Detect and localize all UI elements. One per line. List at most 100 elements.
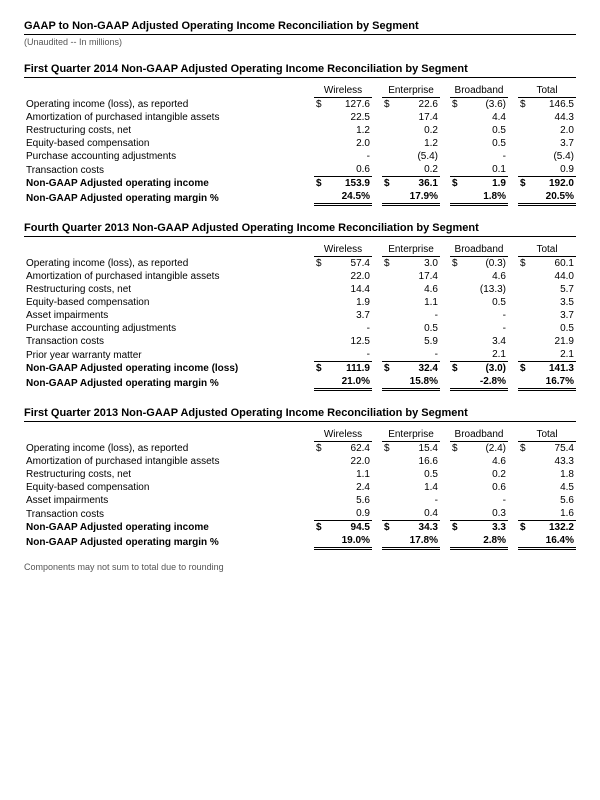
cell-value: 57.4 [326,257,372,271]
cell-value: 0.1 [462,163,508,177]
cell-value: -2.8% [462,375,508,390]
cell-value: 21.0% [326,375,372,390]
row-label: Equity-based compensation [24,296,314,309]
cell-value: 1.8 [530,468,576,481]
main-title: GAAP to Non-GAAP Adjusted Operating Inco… [24,20,576,35]
cell-value: (3.0) [462,362,508,376]
table-row: Non-GAAP Adjusted operating margin % 21.0… [24,375,576,390]
cell-value: 153.9 [326,177,372,191]
reconciliation-table: WirelessEnterpriseBroadbandTotalOperatin… [24,428,576,550]
table-row: Non-GAAP Adjusted operating income$94.5$… [24,521,576,535]
cell-value: 22.6 [394,98,440,112]
cell-value: 60.1 [530,257,576,271]
cell-value: 141.3 [530,362,576,376]
cell-value: 1.8% [462,190,508,205]
row-label: Asset impairments [24,494,314,507]
cell-value: 132.2 [530,521,576,535]
section-title: First Quarter 2013 Non-GAAP Adjusted Ope… [24,407,576,422]
cell-value: 0.6 [462,481,508,494]
table-row: Asset impairments5.6--5.6 [24,494,576,507]
row-label: Asset impairments [24,309,314,322]
cell-value: 14.4 [326,283,372,296]
cell-value: 4.5 [530,481,576,494]
reconciliation-table: WirelessEnterpriseBroadbandTotalOperatin… [24,84,576,206]
row-label: Prior year warranty matter [24,348,314,362]
cell-value: 3.4 [462,335,508,348]
cell-value: 192.0 [530,177,576,191]
cell-value: - [326,348,372,362]
cell-value: - [394,494,440,507]
cell-value: 44.0 [530,270,576,283]
cell-value: - [462,322,508,335]
column-header: Broadband [450,243,508,257]
cell-value: 2.0 [326,137,372,150]
column-header: Total [518,428,576,442]
cell-value: 1.1 [326,468,372,481]
column-header: Total [518,84,576,98]
cell-value: - [462,150,508,163]
cell-value: 17.4 [394,111,440,124]
row-label: Transaction costs [24,507,314,521]
column-header: Wireless [314,428,372,442]
table-row: Non-GAAP Adjusted operating margin %24.5… [24,190,576,205]
cell-value: 3.5 [530,296,576,309]
cell-value: 3.7 [326,309,372,322]
table-row: Prior year warranty matter--2.12.1 [24,348,576,362]
row-label: Amortization of purchased intangible ass… [24,455,314,468]
column-header: Enterprise [382,428,440,442]
row-label: Non-GAAP Adjusted operating margin % [24,375,314,390]
table-row: Amortization of purchased intangible ass… [24,111,576,124]
cell-value: 20.5% [530,190,576,205]
row-label: Restructuring costs, net [24,283,314,296]
cell-value: (13.3) [462,283,508,296]
cell-value: 1.9 [326,296,372,309]
column-header: Total [518,243,576,257]
table-row: Operating income (loss), as reported$127… [24,98,576,112]
cell-value: (5.4) [530,150,576,163]
cell-value: 3.3 [462,521,508,535]
cell-value: 1.9 [462,177,508,191]
row-label: Operating income (loss), as reported [24,442,314,456]
cell-value: 2.0 [530,124,576,137]
cell-value: 5.6 [530,494,576,507]
cell-value: 15.8% [394,375,440,390]
cell-value: 0.5 [530,322,576,335]
row-label: Amortization of purchased intangible ass… [24,270,314,283]
cell-value: 44.3 [530,111,576,124]
table-row: Equity-based compensation1.91.10.53.5 [24,296,576,309]
cell-value: 0.2 [462,468,508,481]
cell-value: 111.9 [326,362,372,376]
row-label: Non-GAAP Adjusted operating income (loss… [24,362,314,376]
cell-value: - [394,309,440,322]
cell-value: 16.7% [530,375,576,390]
section-title: Fourth Quarter 2013 Non-GAAP Adjusted Op… [24,222,576,237]
cell-value: 4.4 [462,111,508,124]
row-label: Restructuring costs, net [24,124,314,137]
table-row: Transaction costs0.60.20.10.9 [24,163,576,177]
table-row: Non-GAAP Adjusted operating margin %19.0… [24,534,576,549]
row-label: Operating income (loss), as reported [24,98,314,112]
column-header: Broadband [450,428,508,442]
row-label: Amortization of purchased intangible ass… [24,111,314,124]
cell-value: 2.8% [462,534,508,549]
cell-value: (3.6) [462,98,508,112]
cell-value: 1.6 [530,507,576,521]
column-header: Broadband [450,84,508,98]
cell-value: 0.5 [462,296,508,309]
cell-value: 21.9 [530,335,576,348]
column-header: Wireless [314,243,372,257]
cell-value: 43.3 [530,455,576,468]
cell-value: 17.9% [394,190,440,205]
cell-value: - [394,348,440,362]
section-title: First Quarter 2014 Non-GAAP Adjusted Ope… [24,63,576,78]
cell-value: 34.3 [394,521,440,535]
table-row: Operating income (loss), as reported$62.… [24,442,576,456]
cell-value: - [462,309,508,322]
cell-value: - [326,150,372,163]
cell-value: 1.4 [394,481,440,494]
cell-value: 2.1 [530,348,576,362]
cell-value: 19.0% [326,534,372,549]
cell-value: 2.4 [326,481,372,494]
cell-value: 22.0 [326,455,372,468]
cell-value: 146.5 [530,98,576,112]
